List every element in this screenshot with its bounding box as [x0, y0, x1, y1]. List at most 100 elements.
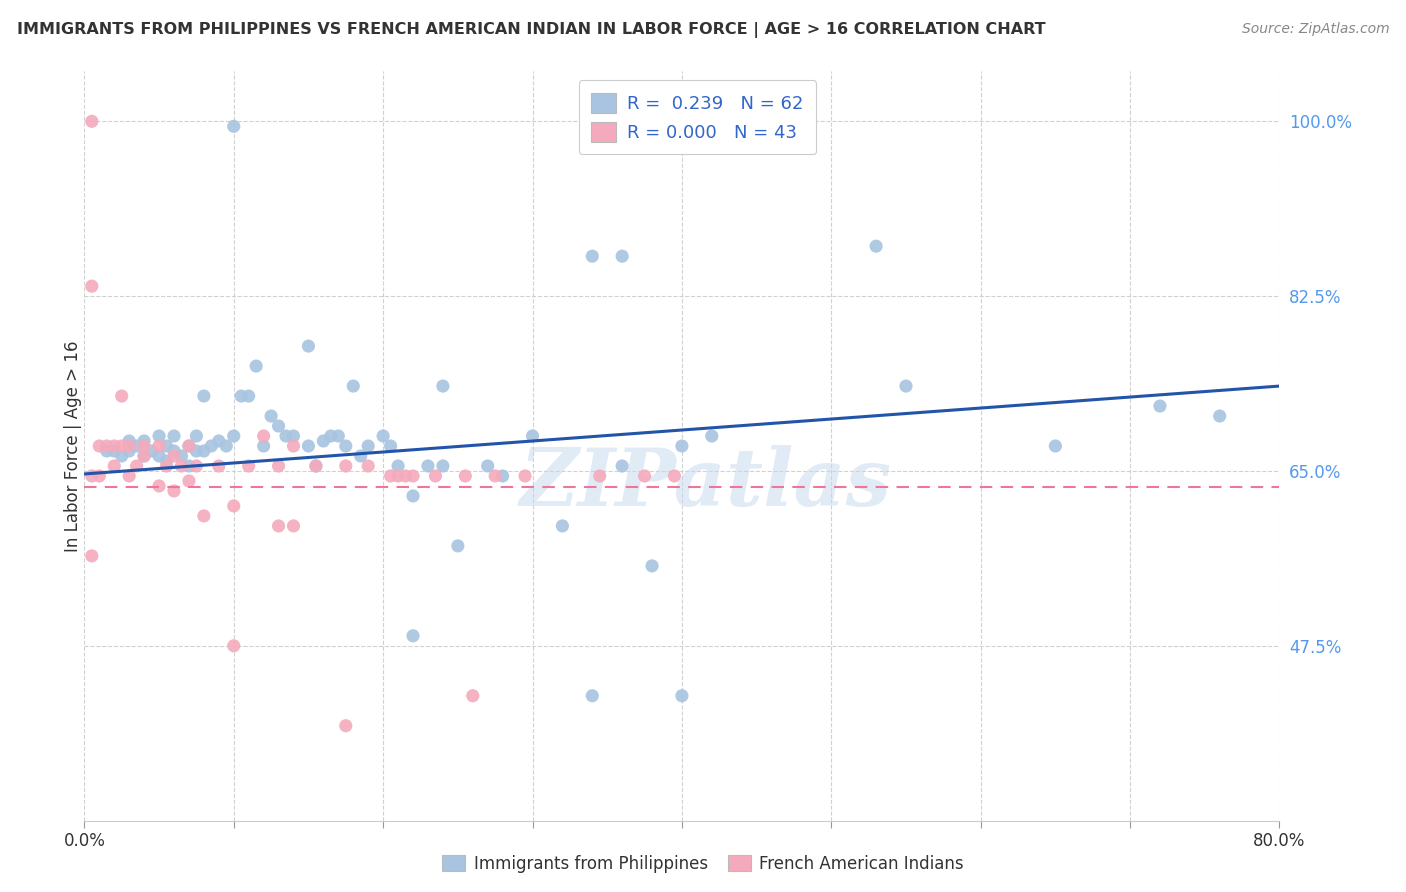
- Point: [461, 689, 484, 703]
- Point: [186, 458, 208, 473]
- Point: [170, 449, 193, 463]
- Point: [283, 519, 305, 533]
- Point: [283, 429, 305, 443]
- Point: [170, 458, 193, 473]
- Point: [373, 429, 395, 443]
- Legend: R =  0.239   N = 62, R = 0.000   N = 43: R = 0.239 N = 62, R = 0.000 N = 43: [578, 80, 817, 154]
- Point: [454, 469, 477, 483]
- Point: [193, 444, 215, 458]
- Point: [865, 239, 887, 253]
- Point: [89, 469, 111, 483]
- Point: [148, 479, 170, 493]
- Point: [513, 469, 536, 483]
- Point: [103, 439, 125, 453]
- Point: [208, 434, 231, 448]
- Point: [222, 429, 245, 443]
- Point: [186, 444, 208, 458]
- Point: [402, 489, 425, 503]
- Point: [118, 434, 141, 448]
- Point: [253, 439, 276, 453]
- Point: [80, 469, 103, 483]
- Point: [551, 519, 574, 533]
- Point: [148, 439, 170, 453]
- Point: [177, 439, 200, 453]
- Point: [155, 439, 177, 453]
- Point: [111, 389, 134, 403]
- Point: [589, 469, 612, 483]
- Point: [89, 439, 111, 453]
- Point: [416, 458, 439, 473]
- Point: [253, 429, 276, 443]
- Point: [432, 379, 454, 393]
- Point: [394, 469, 416, 483]
- Point: [148, 429, 170, 443]
- Point: [267, 419, 290, 434]
- Point: [177, 474, 200, 488]
- Point: [484, 469, 506, 483]
- Point: [402, 469, 425, 483]
- Point: [103, 458, 125, 473]
- Point: [581, 689, 603, 703]
- Point: [193, 508, 215, 523]
- Point: [222, 639, 245, 653]
- Point: [200, 439, 222, 453]
- Point: [328, 429, 350, 443]
- Point: [357, 458, 380, 473]
- Point: [231, 389, 253, 403]
- Point: [1045, 439, 1067, 453]
- Point: [132, 439, 156, 453]
- Point: [447, 539, 470, 553]
- Legend: Immigrants from Philippines, French American Indians: Immigrants from Philippines, French Amer…: [436, 848, 970, 880]
- Point: [267, 458, 290, 473]
- Point: [163, 444, 186, 458]
- Point: [312, 434, 335, 448]
- Point: [319, 429, 342, 443]
- Point: [96, 444, 118, 458]
- Point: [641, 558, 664, 573]
- Point: [297, 339, 319, 353]
- Point: [96, 439, 118, 453]
- Point: [671, 439, 693, 453]
- Point: [1209, 409, 1232, 423]
- Point: [633, 469, 655, 483]
- Point: [335, 439, 357, 453]
- Point: [80, 549, 103, 563]
- Point: [118, 469, 141, 483]
- Point: [193, 389, 215, 403]
- Point: [132, 449, 156, 463]
- Point: [612, 458, 634, 473]
- Point: [125, 439, 148, 453]
- Point: [664, 469, 686, 483]
- Point: [177, 439, 200, 453]
- Point: [492, 469, 515, 483]
- Point: [260, 409, 283, 423]
- Point: [80, 114, 103, 128]
- Point: [125, 458, 148, 473]
- Point: [402, 629, 425, 643]
- Y-axis label: In Labor Force | Age > 16: In Labor Force | Age > 16: [65, 340, 82, 552]
- Point: [432, 458, 454, 473]
- Point: [155, 454, 177, 468]
- Point: [111, 449, 134, 463]
- Point: [612, 249, 634, 263]
- Point: [238, 458, 260, 473]
- Point: [297, 439, 319, 453]
- Point: [186, 429, 208, 443]
- Point: [671, 689, 693, 703]
- Point: [342, 379, 364, 393]
- Point: [148, 449, 170, 463]
- Point: [208, 458, 231, 473]
- Point: [267, 519, 290, 533]
- Point: [238, 389, 260, 403]
- Point: [222, 120, 245, 134]
- Point: [380, 469, 402, 483]
- Point: [111, 439, 134, 453]
- Point: [80, 279, 103, 293]
- Point: [118, 439, 141, 453]
- Point: [425, 469, 447, 483]
- Point: [380, 439, 402, 453]
- Point: [305, 458, 328, 473]
- Point: [132, 449, 156, 463]
- Text: ZIPatlas: ZIPatlas: [520, 445, 891, 522]
- Point: [163, 449, 186, 463]
